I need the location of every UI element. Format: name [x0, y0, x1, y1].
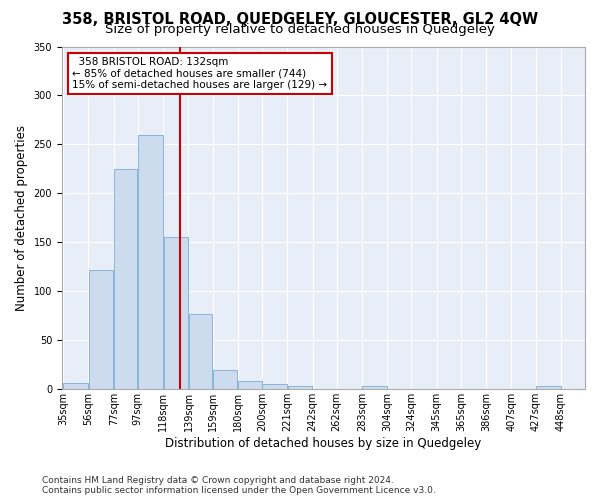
- X-axis label: Distribution of detached houses by size in Quedgeley: Distribution of detached houses by size …: [166, 437, 482, 450]
- Bar: [238, 382, 262, 390]
- Bar: [138, 134, 163, 390]
- Text: 358 BRISTOL ROAD: 132sqm
← 85% of detached houses are smaller (744)
15% of semi-: 358 BRISTOL ROAD: 132sqm ← 85% of detach…: [73, 57, 328, 90]
- Bar: [262, 384, 287, 390]
- Text: Size of property relative to detached houses in Quedgeley: Size of property relative to detached ho…: [105, 22, 495, 36]
- Bar: [89, 270, 113, 390]
- Text: Contains HM Land Registry data © Crown copyright and database right 2024.
Contai: Contains HM Land Registry data © Crown c…: [42, 476, 436, 495]
- Bar: [164, 238, 188, 390]
- Bar: [114, 169, 137, 390]
- Text: 358, BRISTOL ROAD, QUEDGELEY, GLOUCESTER, GL2 4QW: 358, BRISTOL ROAD, QUEDGELEY, GLOUCESTER…: [62, 12, 538, 28]
- Bar: [189, 314, 212, 390]
- Bar: [64, 384, 88, 390]
- Bar: [287, 386, 312, 390]
- Bar: [362, 386, 387, 390]
- Bar: [536, 386, 560, 390]
- Bar: [213, 370, 238, 390]
- Y-axis label: Number of detached properties: Number of detached properties: [15, 125, 28, 311]
